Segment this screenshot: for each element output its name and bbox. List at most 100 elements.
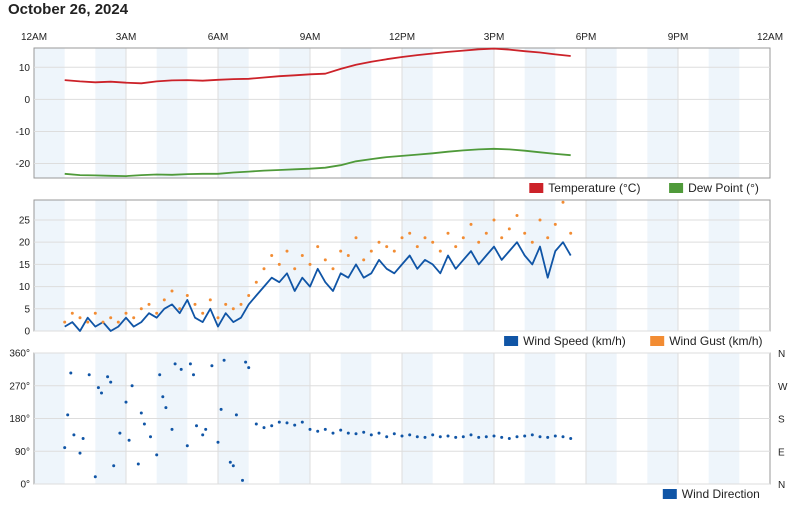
data-point bbox=[247, 366, 251, 370]
data-point bbox=[369, 249, 373, 253]
data-point bbox=[530, 240, 534, 244]
legend-label: Wind Speed (km/h) bbox=[523, 334, 626, 348]
x-tick-label: 12PM bbox=[389, 32, 415, 43]
data-point bbox=[346, 431, 350, 435]
data-point bbox=[139, 307, 143, 311]
hour-band bbox=[708, 48, 740, 178]
x-tick-label: 3PM bbox=[484, 32, 505, 43]
y-tick-label: 15 bbox=[19, 260, 31, 271]
data-point bbox=[461, 435, 465, 439]
data-point bbox=[507, 437, 511, 440]
data-point bbox=[142, 422, 146, 426]
data-point bbox=[354, 432, 358, 436]
data-point bbox=[72, 433, 76, 437]
data-point bbox=[561, 200, 565, 204]
data-point bbox=[316, 245, 320, 249]
data-point bbox=[81, 437, 85, 440]
data-point bbox=[377, 240, 381, 244]
data-point bbox=[208, 298, 212, 302]
data-point bbox=[346, 254, 350, 257]
data-point bbox=[546, 435, 550, 439]
data-point bbox=[234, 413, 238, 417]
data-point bbox=[392, 432, 396, 436]
x-tick-label: 9PM bbox=[668, 32, 689, 43]
data-point bbox=[155, 453, 159, 457]
data-point bbox=[147, 302, 151, 306]
data-point bbox=[179, 367, 183, 371]
data-point bbox=[293, 267, 297, 271]
page-title: October 26, 2024 bbox=[8, 1, 129, 18]
y-tick-label: 20 bbox=[19, 238, 31, 249]
data-point bbox=[149, 435, 152, 439]
data-point bbox=[139, 411, 143, 415]
data-point bbox=[569, 231, 573, 235]
data-point bbox=[323, 258, 327, 262]
hour-band bbox=[647, 48, 678, 178]
hour-band bbox=[34, 48, 65, 178]
data-point bbox=[423, 236, 427, 240]
data-point bbox=[454, 435, 458, 439]
y-tick-label: 0 bbox=[24, 95, 30, 106]
legend-swatch bbox=[504, 336, 519, 346]
data-point bbox=[569, 437, 573, 440]
data-point bbox=[438, 435, 442, 439]
y-right-label: W bbox=[778, 382, 788, 393]
series-line-wind-0 bbox=[64, 241, 572, 332]
data-point bbox=[204, 427, 208, 431]
data-point bbox=[285, 249, 289, 253]
data-point bbox=[201, 433, 205, 437]
data-point bbox=[219, 407, 223, 411]
data-point bbox=[239, 302, 243, 306]
panel-frame bbox=[33, 47, 771, 179]
data-point bbox=[300, 254, 304, 257]
data-point bbox=[438, 249, 442, 253]
series-line-temperature-1 bbox=[64, 147, 571, 177]
data-point bbox=[323, 427, 327, 431]
y-tick-label: 10 bbox=[19, 63, 31, 74]
x-tick-label: 12AM bbox=[21, 32, 47, 43]
panel-temperature bbox=[33, 47, 771, 193]
data-point bbox=[116, 320, 120, 324]
y-right-label: N bbox=[778, 349, 785, 360]
data-point bbox=[400, 434, 404, 438]
data-point bbox=[538, 435, 542, 439]
data-point bbox=[492, 218, 496, 222]
data-point bbox=[178, 307, 182, 311]
data-point bbox=[164, 406, 168, 410]
data-point bbox=[222, 358, 226, 362]
data-point bbox=[308, 262, 312, 266]
data-point bbox=[136, 462, 140, 466]
data-point bbox=[254, 280, 258, 284]
data-point bbox=[431, 433, 435, 437]
data-point bbox=[87, 373, 91, 377]
data-point bbox=[78, 451, 82, 455]
y-tick-label: 360° bbox=[9, 349, 30, 360]
data-point bbox=[339, 428, 343, 432]
data-point bbox=[454, 245, 458, 249]
data-point bbox=[270, 254, 274, 257]
data-point bbox=[244, 360, 248, 364]
data-point bbox=[308, 427, 312, 431]
hour-band bbox=[95, 48, 126, 178]
data-point bbox=[124, 311, 128, 315]
data-point bbox=[331, 431, 335, 435]
data-point bbox=[195, 424, 198, 428]
data-point bbox=[316, 429, 320, 433]
data-point bbox=[254, 422, 258, 426]
data-point bbox=[408, 433, 412, 437]
data-point bbox=[155, 311, 159, 315]
legend-swatch bbox=[662, 489, 677, 499]
data-point bbox=[63, 320, 67, 324]
x-tick-label: 3AM bbox=[116, 32, 137, 43]
data-point bbox=[270, 424, 274, 428]
data-point bbox=[285, 421, 289, 425]
data-point bbox=[112, 464, 116, 468]
data-point bbox=[70, 311, 74, 315]
data-point bbox=[216, 316, 220, 320]
data-point bbox=[63, 446, 67, 450]
hour-band bbox=[586, 48, 617, 178]
data-point bbox=[262, 426, 266, 430]
x-tick-label: 12AM bbox=[757, 32, 783, 43]
data-point bbox=[241, 478, 244, 482]
data-point bbox=[354, 236, 358, 240]
